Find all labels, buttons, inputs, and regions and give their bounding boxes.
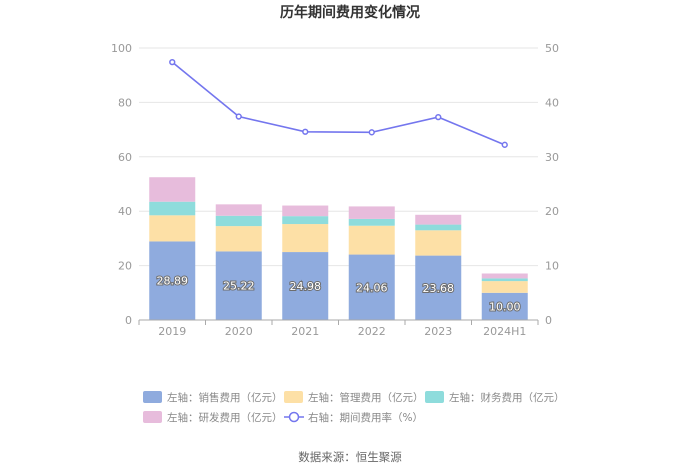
left-y-tick-label: 60 <box>118 151 132 164</box>
legend-swatch <box>143 391 162 403</box>
legend-label: 左轴：研发费用（亿元） <box>167 411 283 424</box>
bar-data-label: 28.89 <box>157 275 189 288</box>
bar-data-label: 24.98 <box>290 280 322 293</box>
bar-data-label: 24.06 <box>356 281 388 294</box>
data-source: 数据来源：恒生聚源 <box>298 450 402 464</box>
bar-segment <box>348 206 395 219</box>
right-y-tick-label: 20 <box>545 205 559 218</box>
bar-segment <box>348 225 395 255</box>
x-tick-label: 2019 <box>158 325 186 338</box>
legend-item: 右轴：期间费用率（%） <box>284 411 423 424</box>
bar-segment <box>415 255 462 320</box>
expense-rate-point <box>501 141 508 148</box>
x-axis: 2019 2020 2021 2022 2023 2024H1 <box>138 319 539 338</box>
bar-segment <box>149 177 196 202</box>
bar-segment <box>149 241 196 320</box>
right-y-tick-label: 0 <box>545 314 552 327</box>
bar-segment <box>282 216 329 225</box>
bar-segment <box>282 252 329 320</box>
chart-title: 历年期间费用变化情况 <box>280 4 420 21</box>
legend-swatch <box>284 391 303 403</box>
left-y-tick-label: 100 <box>111 42 132 55</box>
expense-rate-point <box>169 58 176 66</box>
bar-segment <box>282 224 329 253</box>
legend-label: 右轴：期间费用率（%） <box>308 411 423 424</box>
legend-marker-symbol <box>288 411 300 423</box>
bar-segment <box>415 230 462 256</box>
right-y-tick-label: 50 <box>545 42 559 55</box>
legend-item: 左轴：研发费用（亿元） <box>143 411 283 424</box>
expense-rate-point <box>235 113 242 120</box>
x-tick-label: 2020 <box>225 325 253 338</box>
expense-rate-polyline <box>171 61 506 146</box>
bar-segment <box>348 254 395 320</box>
x-tick-label: 2022 <box>358 325 386 338</box>
left-y-axis: 0 20 40 60 80 100 <box>111 42 132 327</box>
x-tick-label: 2021 <box>291 325 319 338</box>
bar-segment <box>481 273 528 279</box>
bar-data-label: 10.00 <box>489 300 521 313</box>
stacked-bars <box>149 177 528 320</box>
left-y-tick-label: 20 <box>118 260 132 273</box>
bar-segment <box>481 292 528 320</box>
bar-segment <box>149 215 196 242</box>
expense-rate-point <box>435 113 442 121</box>
bar-segment <box>282 205 329 217</box>
bar-segment <box>348 218 395 226</box>
left-y-tick-label: 80 <box>118 96 132 109</box>
right-y-tick-label: 30 <box>545 151 559 164</box>
x-tick-label: 2023 <box>424 325 452 338</box>
expense-rate-point <box>302 128 309 135</box>
bar-segment <box>215 251 262 320</box>
bar-segment <box>415 214 462 225</box>
data-labels: 28.89 25.22 24.98 24.06 23.68 10.00 <box>156 274 522 315</box>
bar-data-label: 25.22 <box>223 280 255 293</box>
grid-lines <box>139 47 538 267</box>
legend-item: 左轴：管理费用（亿元） <box>284 391 424 404</box>
bar-data-label: 23.68 <box>423 282 455 295</box>
right-y-axis: 0 10 20 30 40 50 <box>545 42 559 327</box>
expense-rate-point <box>368 129 375 136</box>
bar-segment <box>215 226 262 252</box>
right-y-tick-label: 10 <box>545 260 559 273</box>
bar-segment <box>481 281 528 293</box>
legend-item: 左轴：财务费用（亿元） <box>425 391 565 404</box>
legend-item: 左轴：销售费用（亿元） <box>143 391 283 404</box>
bar-segment <box>215 215 262 227</box>
left-y-tick-label: 0 <box>125 314 132 327</box>
legend-swatch <box>143 411 162 423</box>
bar-segment <box>415 224 462 231</box>
bar-segment <box>215 204 262 216</box>
right-y-tick-label: 40 <box>545 96 559 109</box>
legend-label: 左轴：销售费用（亿元） <box>167 391 283 404</box>
legend: 左轴：销售费用（亿元） 左轴：管理费用（亿元） 左轴：财务费用（亿元） 左轴：研发费用… <box>143 391 565 424</box>
left-y-tick-label: 40 <box>118 205 132 218</box>
expense-rate-line <box>169 58 508 148</box>
x-tick-label: 2024H1 <box>483 325 526 338</box>
legend-swatch <box>425 391 444 403</box>
legend-label: 左轴：财务费用（亿元） <box>449 391 565 404</box>
bar-segment <box>149 201 196 216</box>
legend-label: 左轴：管理费用（亿元） <box>308 391 424 404</box>
bar-segment <box>481 278 528 282</box>
